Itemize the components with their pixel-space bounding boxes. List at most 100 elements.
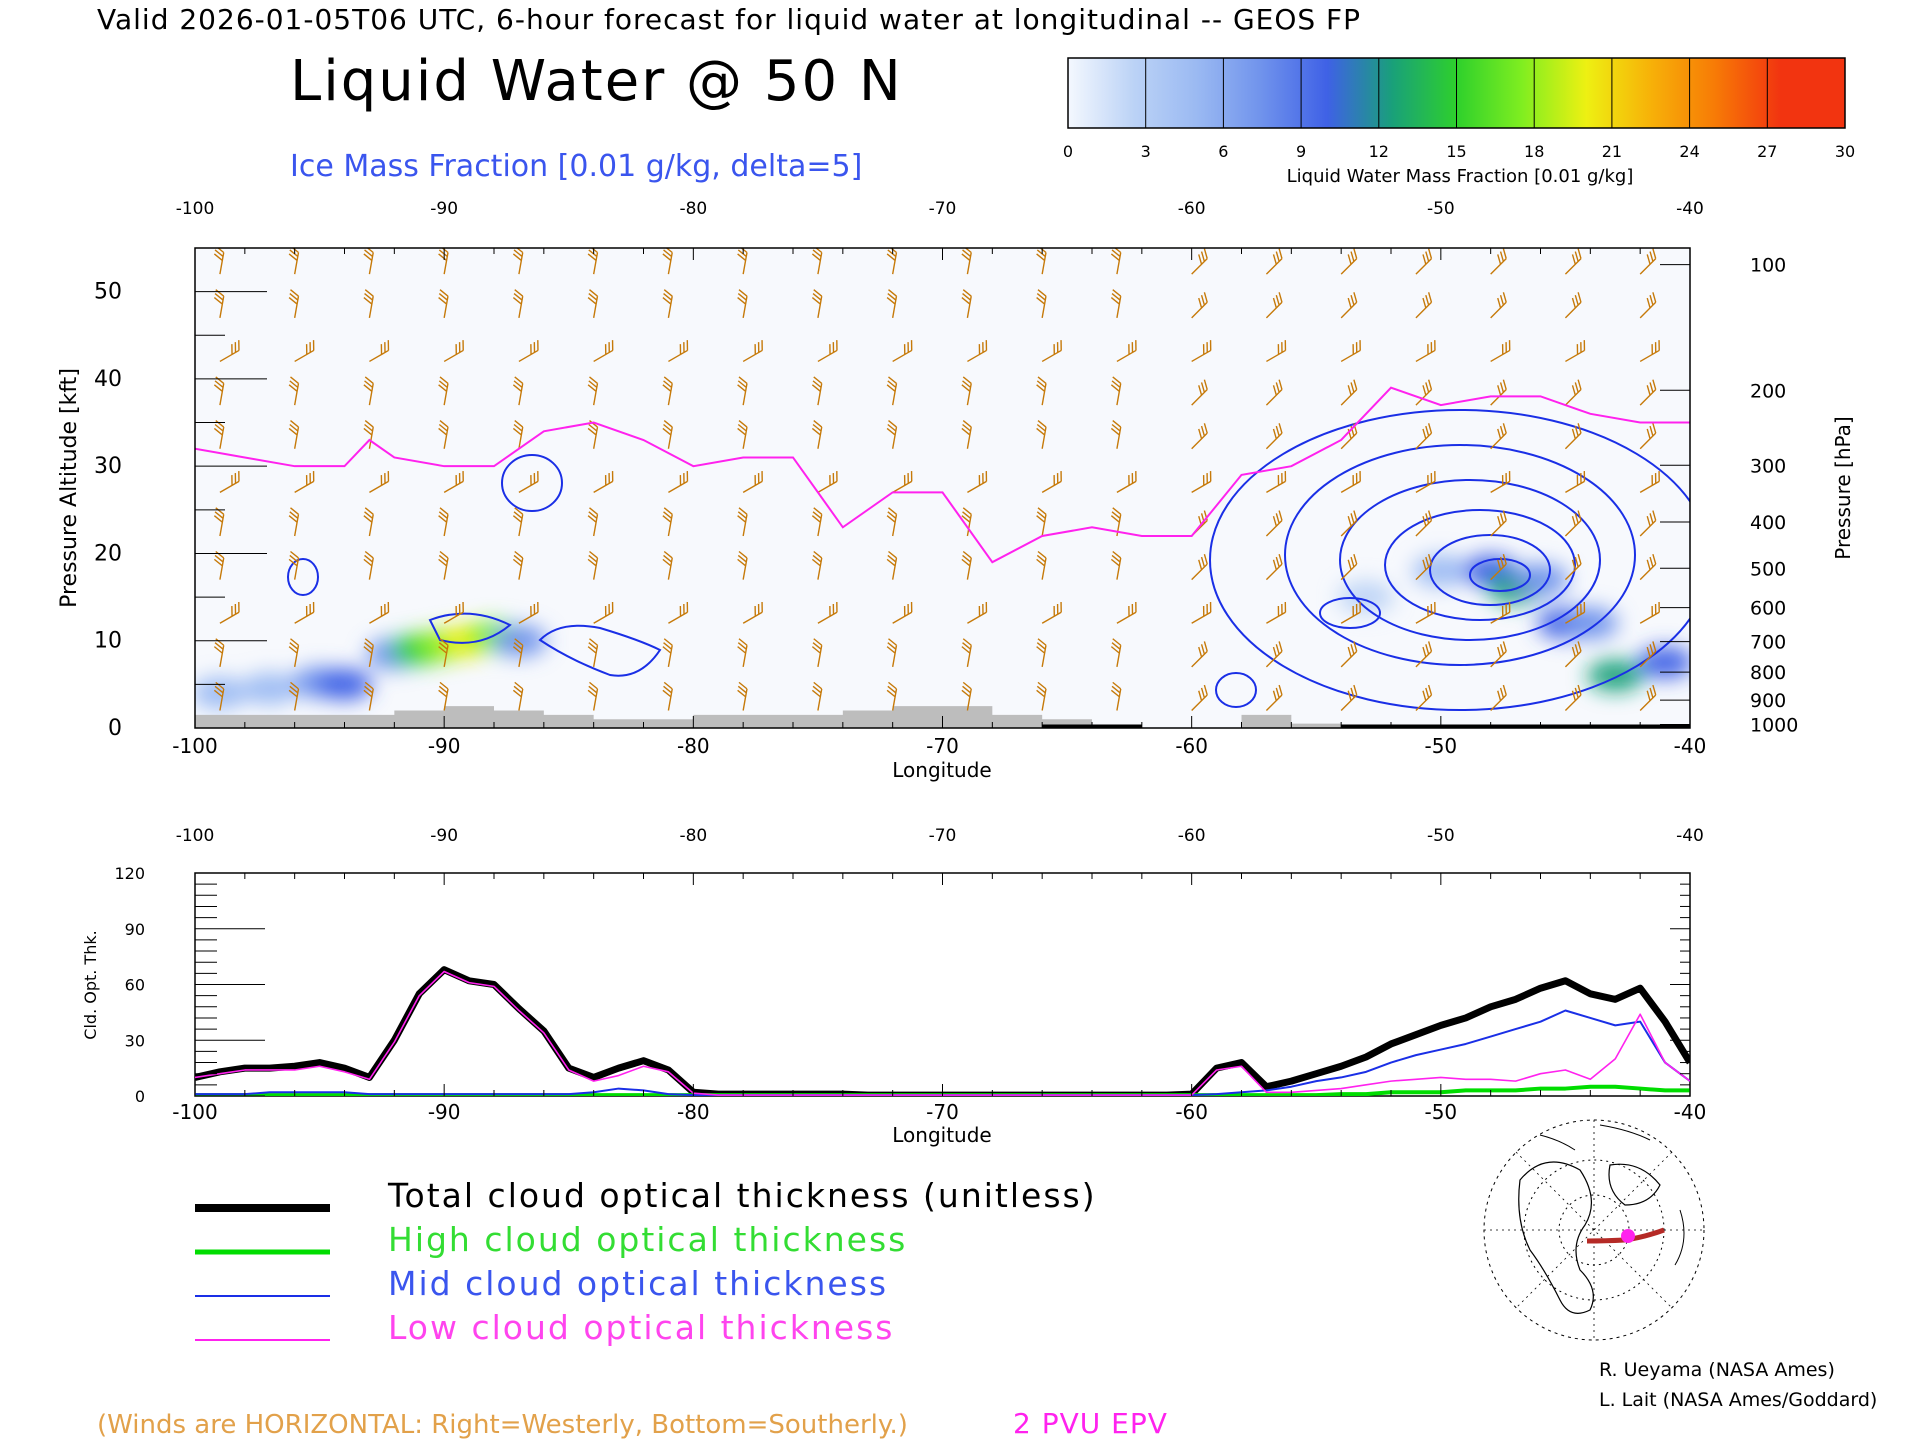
- wind-barb: [1565, 340, 1586, 363]
- wind-barb: [1639, 423, 1657, 450]
- x-tick-label: -50: [1424, 1100, 1457, 1124]
- wind-barb: [1041, 340, 1062, 363]
- map-meridian: [1515, 1151, 1673, 1309]
- x-tick-label: -70: [926, 734, 959, 758]
- wind-barb: [1265, 292, 1283, 319]
- wind-barb: [1265, 553, 1283, 581]
- wind-barb: [1564, 641, 1582, 668]
- wind-barb: [1415, 379, 1433, 406]
- wind-barb: [1036, 420, 1047, 449]
- colorbar-tick-label: 18: [1524, 142, 1544, 161]
- ice-subtitle: Ice Mass Fraction [0.01 g/kg, delta=5]: [290, 149, 862, 184]
- wind-barb: [1191, 684, 1208, 712]
- wind-barb: [1036, 550, 1047, 580]
- wind-barb: [1639, 684, 1657, 712]
- wind-barb: [1340, 510, 1358, 537]
- x-tick-label: -40: [1674, 1100, 1707, 1124]
- series-line-total: [195, 966, 1690, 1096]
- legend: Total cloud optical thickness (unitless)…: [195, 1176, 1097, 1347]
- wind-barb: [662, 248, 673, 275]
- wind-barb: [1191, 379, 1208, 406]
- colorbar-tick-label: 30: [1835, 142, 1855, 161]
- liquid-water-cell: [1562, 607, 1619, 640]
- y-tick-label: 120: [114, 864, 145, 883]
- wind-barb: [668, 601, 689, 624]
- wind-barb: [518, 601, 539, 624]
- wind-barb: [363, 681, 374, 711]
- wind-barb: [961, 638, 972, 668]
- wind-barb: [1564, 423, 1582, 450]
- legend-label-total: Total cloud optical thickness (unitless): [387, 1176, 1097, 1215]
- credit-2: L. Lait (NASA Ames/Goddard): [1599, 1389, 1877, 1411]
- wind-barb: [438, 376, 449, 406]
- wind-barb: [213, 248, 225, 275]
- x-tick-label-top: -80: [679, 199, 707, 219]
- ice-contour: [538, 624, 662, 677]
- x-tick-label: -100: [172, 1100, 217, 1124]
- wind-barb: [811, 420, 823, 449]
- wind-barb: [1340, 601, 1361, 624]
- wind-barb: [512, 681, 524, 711]
- y-tick-label: 0: [108, 716, 122, 741]
- wind-barb: [1415, 510, 1433, 537]
- bottom-ylabel: Cld. Opt. Thk.: [81, 930, 100, 1039]
- wind-barb: [288, 289, 300, 318]
- wind-barb: [886, 638, 898, 668]
- x-tick-label-top: -40: [1676, 826, 1704, 846]
- wind-barb: [892, 601, 913, 624]
- wind-barb: [587, 420, 599, 449]
- ice-contour: [1284, 444, 1636, 666]
- wind-barb: [961, 248, 972, 275]
- wind-barb: [817, 601, 838, 624]
- main-title: Liquid Water @ 50 N: [290, 49, 903, 114]
- wind-barb: [1415, 553, 1433, 581]
- wind-barb: [961, 289, 972, 318]
- liquid-water-cell: [1412, 554, 1469, 587]
- ice-contour: [1469, 558, 1531, 592]
- wind-barb: [1565, 471, 1586, 493]
- wind-barb: [1110, 507, 1122, 537]
- wind-barb: [961, 507, 972, 537]
- wind-barb: [1191, 553, 1208, 581]
- wind-barb: [587, 289, 599, 318]
- wind-barb: [1564, 248, 1582, 275]
- x-tick-label: -80: [677, 734, 710, 758]
- x-tick-label-top: -90: [430, 199, 458, 219]
- wind-barb: [219, 601, 240, 624]
- x-tick-label: -50: [1424, 734, 1457, 758]
- colorbar-segment: [1780, 58, 1846, 128]
- wind-barb: [1265, 248, 1283, 275]
- wind-barb: [1340, 340, 1361, 363]
- wind-barb: [438, 289, 449, 318]
- wind-barb: [1110, 681, 1122, 711]
- y-tick-label: 60: [125, 976, 145, 995]
- liquid-water-cell: [1512, 563, 1569, 596]
- wind-barb: [1415, 641, 1433, 668]
- x-tick-label-top: -40: [1676, 199, 1704, 219]
- wind-barb: [1266, 340, 1287, 363]
- wind-barb: [1265, 379, 1283, 406]
- colorbar-segment: [1456, 58, 1522, 128]
- wind-barb: [811, 376, 823, 406]
- wind-barb: [1415, 684, 1433, 712]
- wind-barb: [518, 471, 539, 493]
- wind-barb: [363, 376, 374, 406]
- wind-barb: [438, 638, 449, 668]
- wind-barb: [1265, 423, 1283, 450]
- wind-barb: [1266, 601, 1287, 624]
- wind-barb: [1564, 510, 1582, 537]
- wind-barb: [587, 376, 599, 406]
- wind-barb: [886, 550, 898, 580]
- wind-barb: [1490, 601, 1511, 624]
- wind-barb: [438, 507, 449, 537]
- wind-barb: [737, 681, 748, 711]
- wind-barb: [1415, 423, 1433, 450]
- wind-barb: [1110, 420, 1122, 449]
- wind-barb: [363, 507, 374, 537]
- wind-barb: [662, 681, 673, 711]
- y-tick-label: 20: [94, 541, 122, 566]
- series-line-mid: [195, 1009, 1690, 1096]
- wind-barb: [811, 638, 823, 668]
- wind-barb: [363, 248, 374, 275]
- x-tick-label-top: -50: [1427, 199, 1455, 219]
